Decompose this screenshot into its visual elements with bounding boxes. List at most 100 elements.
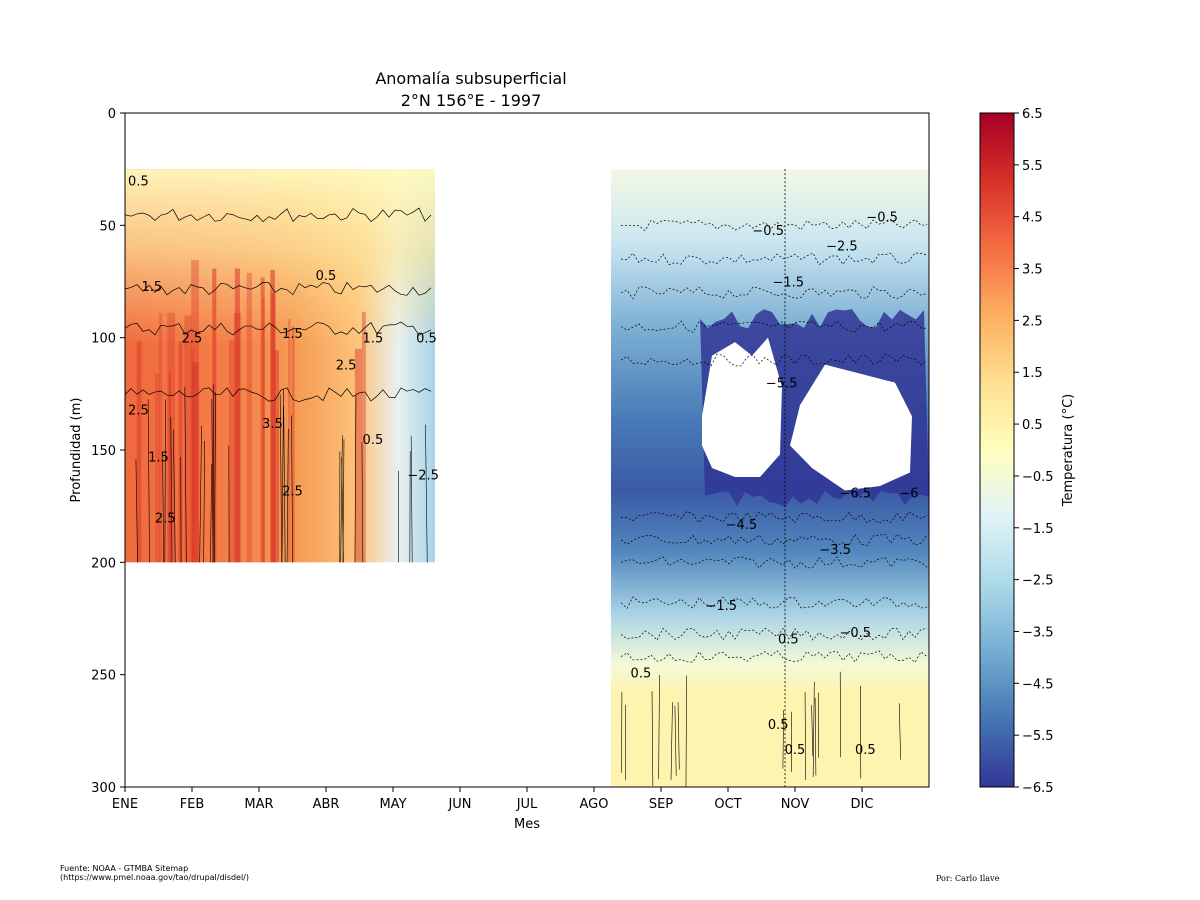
contour-label: 2.5 (336, 359, 357, 374)
colorbar-tick-label: 0.5 (1022, 418, 1043, 433)
contour-line (674, 705, 677, 776)
x-axis: ENE FEB MAR ABR MAY JUN JUL AGO SEP OCT NOV DIC (112, 787, 874, 812)
warm-streak (270, 269, 275, 563)
warm-streak (191, 260, 199, 563)
contour-line (410, 435, 413, 563)
contour-line (210, 464, 212, 563)
y-axis-label: Profundidad (m) (69, 398, 84, 503)
contour-line (213, 392, 216, 563)
contour-label: 0.5 (416, 332, 437, 347)
colorbar-label: Temperatura (°C) (1061, 394, 1076, 507)
contour-label: 2.5 (282, 484, 303, 499)
contour-label: −2.5 (826, 240, 858, 255)
warm-streak (212, 268, 217, 563)
contour-label: −6.5 (840, 487, 872, 502)
warm-streak (246, 273, 252, 563)
contour-line (354, 395, 357, 563)
y-axis: 0 50 100 150 200 250 300 (91, 107, 125, 796)
warm-streak (184, 315, 192, 563)
contour-label: 0.5 (363, 433, 384, 448)
contour-lines (125, 169, 928, 787)
contour-line (670, 702, 673, 781)
contour-label: −5.5 (766, 377, 798, 392)
x-tick-label: AGO (580, 797, 609, 812)
contour-label: 2.5 (155, 511, 176, 526)
contour-line (804, 691, 806, 781)
x-tick-label: SEP (649, 797, 673, 812)
contour-line (125, 207, 432, 223)
warm-streak (136, 340, 142, 563)
contour-line (651, 691, 654, 786)
contour-label: 0.5 (855, 743, 876, 758)
x-tick-label: JUL (516, 797, 538, 812)
contour-label: 0.5 (316, 269, 337, 284)
warm-streak (274, 350, 279, 563)
warm-streak (154, 373, 160, 563)
positive-anomaly-block (125, 169, 435, 563)
contour-line (620, 627, 928, 641)
x-tick-label: OCT (714, 797, 741, 812)
colorbar-tick-label: 4.5 (1022, 211, 1043, 226)
contour-line (135, 459, 138, 563)
warm-streak (158, 313, 163, 563)
contour-line (620, 320, 928, 333)
colorbar-tick-label: 1.5 (1022, 366, 1043, 381)
source-line-2: (https://www.pmel.noaa.gov/tao/drupal/di… (60, 873, 249, 882)
colorbar-tick-label: −1.5 (1022, 522, 1054, 537)
contour-line (203, 441, 206, 563)
y-tick-label: 0 (108, 107, 116, 122)
contour-label: 2.5 (128, 404, 149, 419)
contour-line (814, 697, 817, 776)
contour-line (658, 675, 660, 780)
contour-label: 1.5 (363, 332, 384, 347)
contour-labels: 0.5 1.5 2.5 2.5 0.5 1.5 1.5 2.5 3.5 1.5 2.5 2.5 0.5 −… (128, 174, 918, 757)
contour-label: 0.5 (128, 174, 149, 189)
contour-line (620, 286, 928, 300)
warm-streak (178, 341, 183, 563)
author-credit: Por: Carlo Ilave (936, 874, 1000, 883)
x-tick-label: ABR (313, 797, 340, 812)
contour-line (620, 353, 928, 367)
contour-label: 1.5 (141, 280, 162, 295)
contour-line (620, 252, 928, 266)
contour-line (184, 387, 187, 563)
source-line-1: Fuente: NOAA - GTMBA Sitemap (60, 864, 189, 873)
x-tick-label: FEB (180, 797, 205, 812)
contour-label: −0.5 (752, 224, 784, 239)
colorbar-tick-label: −0.5 (1022, 470, 1054, 485)
y-tick-label: 250 (91, 669, 116, 684)
y-tick-label: 50 (99, 219, 116, 234)
contour-label: −0.5 (866, 210, 898, 225)
colorbar-tick-label: 3.5 (1022, 263, 1043, 278)
contour-line (620, 533, 928, 546)
warm-streak (354, 348, 363, 563)
contour-line (812, 681, 815, 777)
contour-label: −6 (899, 487, 918, 502)
warm-streak (228, 339, 235, 563)
contour-line (147, 399, 150, 563)
colorbar-gradient (979, 112, 1015, 788)
x-tick-label: DIC (851, 797, 874, 812)
y-tick-label: 100 (91, 332, 116, 347)
warm-streak (288, 318, 291, 563)
contour-line (170, 417, 173, 563)
contour-label: 3.5 (262, 417, 283, 432)
contour-line (620, 218, 928, 232)
contour-line (173, 429, 176, 563)
contour-line (281, 389, 284, 563)
contour-line (361, 441, 364, 563)
chart-title: Anomalía subsuperficial (375, 69, 566, 88)
y-tick-label: 150 (91, 444, 116, 459)
contour-line (125, 387, 432, 403)
x-tick-label: MAR (244, 797, 273, 812)
contour-line (898, 703, 901, 760)
contour-line (425, 424, 428, 563)
contour-label: −0.5 (840, 626, 872, 641)
contour-line (685, 675, 687, 787)
x-axis-label: Mes (514, 817, 540, 832)
contour-label: −2.5 (407, 469, 439, 484)
colorbar-tick-label: −6.5 (1022, 781, 1054, 796)
contour-line (199, 425, 202, 563)
contour-label: −1.5 (706, 599, 738, 614)
contour-line (125, 321, 432, 336)
